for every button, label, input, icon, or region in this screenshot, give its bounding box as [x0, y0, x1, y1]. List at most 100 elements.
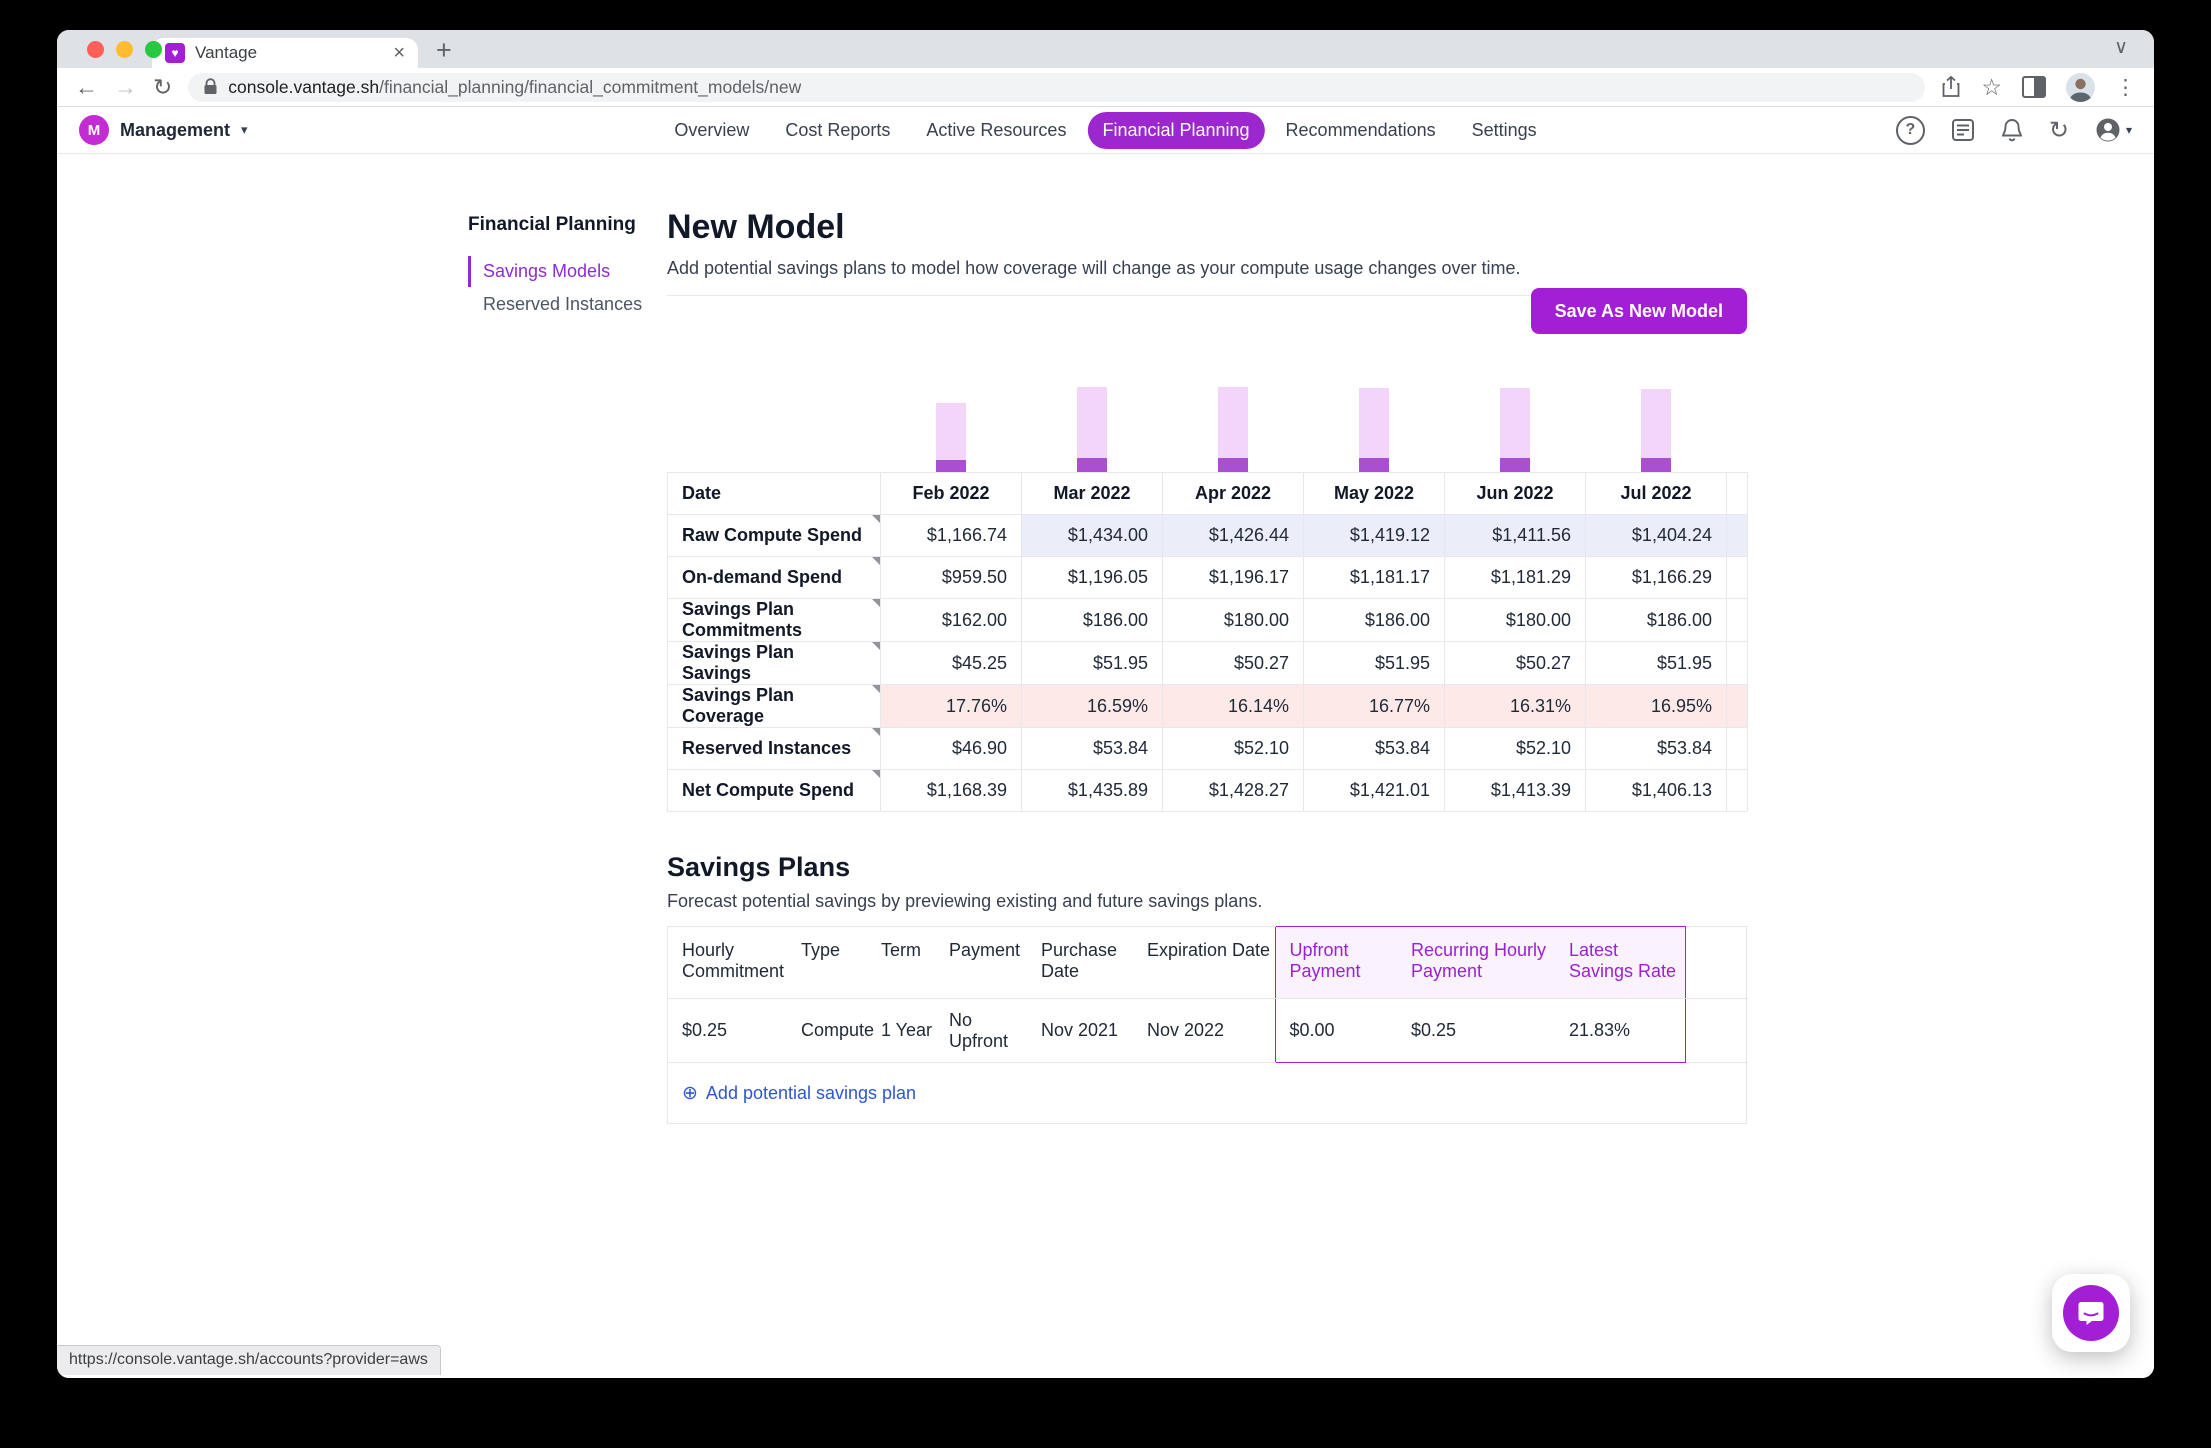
reload-button[interactable]: ↻: [153, 73, 173, 100]
spend-cell: 16.14%: [1162, 684, 1304, 728]
page-content: Financial Planning Savings Models Reserve…: [57, 154, 2154, 1378]
savings-plan-cell: No Upfront: [935, 998, 1027, 1063]
cell-note-marker: [872, 728, 880, 736]
chart-bar-jun-2022: [1499, 388, 1530, 472]
window-close-button[interactable]: [87, 41, 104, 58]
bar-segment-on-demand: [935, 403, 966, 460]
cell-note-marker: [872, 770, 880, 778]
savings-plan-cell: 21.83%: [1555, 998, 1686, 1063]
sp-column-header-term: Term: [867, 926, 935, 999]
cell-note-marker: [872, 599, 880, 607]
browser-tab-vantage[interactable]: ♥ Vantage ×: [152, 38, 418, 68]
savings-plan-row[interactable]: $0.25 Compute 1 Year No Upfront Nov 2021 Nov …: [668, 998, 1748, 1063]
workspace-avatar: M: [79, 115, 109, 145]
spend-cell: $959.50: [880, 556, 1022, 599]
chart-bar-jul-2022: [1640, 389, 1671, 472]
address-bar[interactable]: console.vantage.sh/financial_planning/fi…: [188, 72, 1926, 102]
toolbar-actions: ☆ ⋮: [1941, 72, 2136, 102]
savings-plan-cell: Nov 2022: [1133, 998, 1275, 1063]
bookmark-star-icon[interactable]: ☆: [1981, 73, 2002, 100]
bar-segment-committed: [935, 460, 966, 472]
link-status-tooltip: https://console.vantage.sh/accounts?prov…: [57, 1345, 441, 1375]
chat-widget-card: [2052, 1274, 2130, 1352]
nav-item-recommendations[interactable]: Recommendations: [1285, 119, 1436, 140]
savings-plan-cell: 1 Year: [867, 998, 935, 1063]
spend-cell: $53.84: [1303, 727, 1445, 770]
bar-segment-on-demand: [1640, 389, 1671, 458]
sp-column-header-payment: Payment: [935, 926, 1027, 999]
spend-cell: $1,413.39: [1444, 769, 1586, 812]
window-zoom-button[interactable]: [145, 41, 162, 58]
spend-cell: $186.00: [1021, 598, 1163, 642]
nav-item-overview[interactable]: Overview: [674, 119, 750, 140]
save-as-new-model-button[interactable]: Save As New Model: [1530, 288, 1747, 334]
spend-cell: $180.00: [1444, 598, 1586, 642]
spend-cell: $1,435.89: [1021, 769, 1163, 812]
add-potential-savings-plan-link[interactable]: ⊕ Add potential savings plan: [682, 1082, 916, 1105]
page-subtitle: Add potential savings plans to model how…: [667, 258, 1521, 278]
nav-item-financial-planning[interactable]: Financial Planning: [1087, 111, 1265, 149]
spend-cell: $1,411.56: [1444, 514, 1586, 557]
chat-launcher-button[interactable]: [2063, 1285, 2119, 1341]
sp-column-header-type: Type: [787, 926, 867, 999]
main-panel: New Model Add potential savings plans to…: [667, 154, 1748, 1124]
tab-close-icon[interactable]: ×: [393, 42, 405, 64]
spend-cell: $1,421.01: [1303, 769, 1445, 812]
sidebar-item-reserved-instances[interactable]: Reserved Instances: [483, 294, 643, 314]
notifications-bell-icon[interactable]: [2001, 118, 2023, 143]
workspace-switcher[interactable]: M Management ▾: [79, 115, 248, 145]
bar-segment-committed: [1217, 458, 1248, 472]
window-controls: [87, 41, 162, 58]
split-view-icon[interactable]: [2022, 76, 2046, 98]
help-icon[interactable]: ?: [1895, 115, 1925, 145]
spend-cell: $1,181.17: [1303, 556, 1445, 599]
nav-item-settings[interactable]: Settings: [1471, 119, 1537, 140]
sp-column-header-hourly-commitment: Hourly Commitment: [668, 926, 787, 999]
sync-icon[interactable]: ↻: [2048, 116, 2069, 144]
cell-note-marker: [872, 685, 880, 693]
sidebar-items: Savings Models Reserved Instances: [468, 256, 653, 320]
spend-cell: $1,166.74: [880, 514, 1022, 557]
chart-bar-apr-2022: [1217, 387, 1248, 472]
nav-item-active-resources[interactable]: Active Resources: [926, 119, 1067, 140]
row-label: On-demand Spend: [667, 556, 881, 599]
column-header-mar-2022: Mar 2022: [1021, 472, 1163, 515]
browser-profile-avatar[interactable]: [2066, 72, 2095, 102]
nav-item-cost-reports[interactable]: Cost Reports: [785, 119, 891, 140]
savings-plan-cell: $0.25: [668, 998, 787, 1063]
spend-cell: 16.59%: [1021, 684, 1163, 728]
spend-cell: 16.31%: [1444, 684, 1586, 728]
browser-menu-icon[interactable]: ⋮: [2115, 75, 2136, 99]
new-tab-button[interactable]: +: [436, 35, 452, 65]
table-row-reserved-instances: Reserved Instances $46.90 $53.84 $52.10 $53.…: [667, 727, 1748, 770]
spacer-cell: [1726, 727, 1748, 770]
column-header-may-2022: May 2022: [1303, 472, 1445, 515]
spacer-cell: [1726, 556, 1748, 599]
account-menu[interactable]: ▾: [2095, 117, 2132, 143]
column-header-jun-2022: Jun 2022: [1444, 472, 1586, 515]
window-minimize-button[interactable]: [116, 41, 133, 58]
spend-cell: $1,166.29: [1585, 556, 1727, 599]
sidebar-item-savings-models[interactable]: Savings Models: [468, 256, 653, 287]
table-row-savings-plan-coverage: Savings Plan Coverage 17.76% 16.59% 16.14% 1…: [667, 684, 1748, 728]
share-icon[interactable]: [1941, 75, 1961, 99]
forward-button[interactable]: →: [114, 73, 137, 100]
lock-icon: [204, 78, 217, 94]
sp-column-header-purchase-date: Purchase Date: [1027, 926, 1133, 999]
cell-note-marker: [872, 515, 880, 523]
account-caret-icon: ▾: [2125, 123, 2132, 137]
table-row-savings-plan-savings: Savings Plan Savings $45.25 $51.95 $50.27 $5…: [667, 641, 1748, 685]
spend-cell: $52.10: [1162, 727, 1304, 770]
bar-segment-on-demand: [1358, 388, 1389, 458]
savings-plan-cell: Compute: [787, 998, 874, 1063]
tab-search-chevron-icon[interactable]: ∨: [2114, 37, 2128, 58]
chart-bar-mar-2022: [1076, 387, 1107, 472]
savings-plan-cell: Nov 2021: [1027, 998, 1133, 1063]
back-button[interactable]: ←: [75, 73, 98, 100]
column-header-date: Date: [667, 472, 881, 515]
savings-plan-cell: $0.00: [1274, 998, 1397, 1063]
spend-cell: $1,196.17: [1162, 556, 1304, 599]
spend-cell: $1,406.13: [1585, 769, 1727, 812]
changelog-icon[interactable]: [1951, 118, 1975, 142]
